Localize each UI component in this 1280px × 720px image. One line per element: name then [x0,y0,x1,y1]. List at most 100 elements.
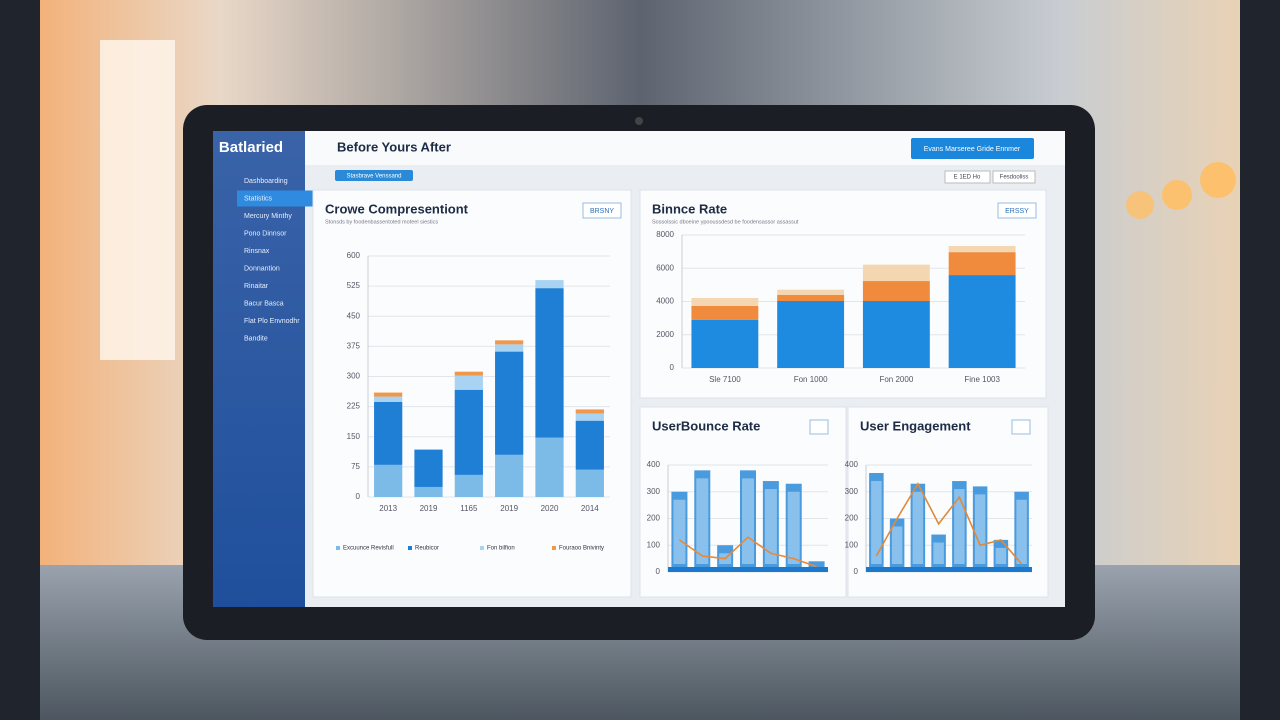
bar-segment [495,344,524,352]
x-tick-label: Sle 7100 [709,375,741,384]
bar-segment [374,392,403,397]
panel-title: Binnce Rate [652,201,727,216]
panel-button[interactable] [997,202,1037,219]
sidebar-item[interactable]: Pono Dinnsor [244,230,287,237]
sidebar-item[interactable]: Donnantion [244,265,280,272]
bar-segment [535,437,564,497]
bar-segment [862,264,930,282]
sidebar [213,131,305,607]
legend-label: Excuunce Revisfull [343,546,394,552]
tag[interactable] [335,170,413,181]
panel-button-label[interactable]: BRSNY [590,208,614,215]
filter-label[interactable]: E 1ED Ho [954,175,981,181]
panel-button[interactable] [1011,419,1031,435]
y-tick-label: 8000 [656,230,674,239]
x-tick-label: 2019 [420,504,438,513]
y-tick-label: 0 [656,567,661,576]
y-tick-label: 150 [347,432,361,441]
bar-highlight [871,481,882,564]
filter[interactable] [944,170,991,184]
bar-segment [948,252,1016,276]
bar-segment [575,469,604,497]
bar-segment [691,319,759,368]
panel-button[interactable] [582,202,622,219]
sidebar-item[interactable]: Rinaitar [244,283,269,290]
y-tick-label: 0 [356,492,361,501]
bar-segment [948,245,1016,253]
y-tick-label: 0 [670,363,675,372]
legend-swatch [552,546,556,550]
bar-segment [414,449,443,487]
panel-button-label[interactable]: ERSSY [1005,208,1029,215]
y-tick-label: 450 [347,311,361,320]
sidebar-item[interactable]: Statistics [244,195,273,202]
x-tick-label: 2019 [500,504,518,513]
header-title: Before Yours After [337,139,451,154]
bar-highlight [974,494,986,564]
panel-title: Crowe Compresentiont [325,201,469,216]
x-tick-label: 2014 [581,504,599,513]
legend-label: Fon bilfion [487,546,515,552]
x-tick-label: Fine 1003 [964,375,1000,384]
window [100,40,175,360]
bar-segment [948,275,1016,368]
y-tick-label: 400 [845,460,859,469]
camera [635,117,643,125]
bar-segment [374,401,403,465]
bar-highlight [954,489,965,564]
y-tick-label: 200 [647,514,661,523]
header-button-label[interactable]: Evans Marseree Gride Ennmer [924,146,1021,153]
bar-segment [454,371,483,376]
x-tick-label: 2020 [541,504,559,513]
y-tick-label: 2000 [656,330,674,339]
bar-segment [862,301,930,368]
sidebar-item[interactable]: Mercury Minthy [244,213,292,220]
bar-segment [777,295,845,302]
baseline-band [668,567,828,572]
y-tick-label: 75 [351,462,360,471]
y-tick-label: 300 [347,372,361,381]
tag-label[interactable]: Stasbrave Venssand [346,174,401,180]
bar-segment [535,288,564,438]
y-tick-label: 400 [647,460,661,469]
y-tick-label: 225 [347,402,361,411]
legend-swatch [480,546,484,550]
header-button[interactable] [911,138,1034,159]
bar-highlight [995,547,1007,564]
x-tick-label: Fon 2000 [879,375,913,384]
y-tick-label: 525 [347,281,361,290]
legend-swatch [408,546,412,550]
bar-segment [414,486,443,497]
bar-highlight [742,478,754,564]
bar-segment [495,351,524,455]
x-tick-label: Fon 1000 [794,375,828,384]
sidebar-title: Batlaried [219,139,283,156]
bar-highlight [696,478,709,564]
sidebar-item[interactable]: Dashboarding [244,178,288,185]
panel-button[interactable] [809,419,829,435]
panel-subtitle: Sossolssic dboeine ypooussdesd be fooden… [652,219,799,225]
bar-segment [862,281,930,302]
filter[interactable] [992,170,1036,184]
bar-segment [777,289,845,296]
sidebar-item[interactable]: Flat Plo Envnodhr [244,318,300,325]
line [678,536,817,568]
filter-label[interactable]: Fesdooliss [1000,175,1029,181]
bar-highlight [891,526,903,564]
sidebar-active [237,190,325,207]
sidebar-item[interactable]: Rinsnax [244,248,270,255]
y-tick-label: 4000 [656,297,674,306]
y-tick-label: 100 [845,540,859,549]
panel-title: User Engagement [860,418,971,433]
sidebar-item[interactable]: Bacur Basca [244,300,284,307]
bar-segment [691,305,759,320]
bar-segment [454,474,483,497]
bar-segment [575,413,604,421]
bar-segment [454,389,483,475]
x-tick-label: 1165 [460,504,478,513]
sidebar-item[interactable]: Bandite [244,335,268,342]
y-tick-label: 375 [347,341,361,350]
y-tick-label: 6000 [656,263,674,272]
x-tick-label: 2013 [379,504,397,513]
